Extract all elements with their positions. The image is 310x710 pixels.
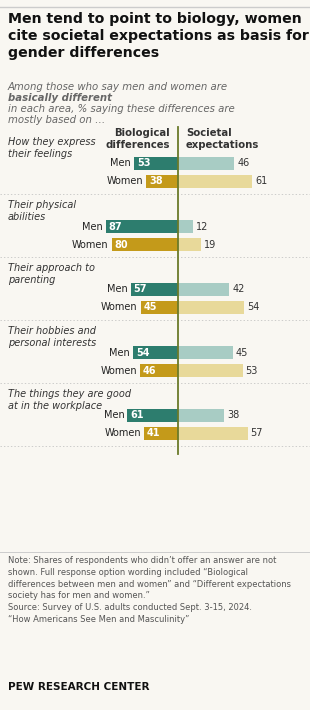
Text: Biological
differences: Biological differences [105,128,170,150]
Text: Men tend to point to biology, women
cite societal expectations as basis for
gend: Men tend to point to biology, women cite… [8,12,309,60]
Text: Men: Men [104,410,124,420]
Bar [134,157,178,170]
Text: 45: 45 [236,347,248,358]
Bar [178,364,243,377]
Text: mostly based on …: mostly based on … [8,115,105,125]
Bar [144,427,178,440]
Text: 87: 87 [109,222,122,231]
Text: Their hobbies and
personal interests: Their hobbies and personal interests [8,326,96,348]
Bar [141,301,178,314]
Text: 45: 45 [144,302,157,312]
Bar [178,157,234,170]
Text: Men: Men [82,222,103,231]
Text: 54: 54 [247,302,259,312]
Text: Women: Women [107,177,144,187]
Text: in each area, % saying these differences are: in each area, % saying these differences… [8,104,235,114]
Text: Men: Men [109,347,130,358]
Text: 57: 57 [134,285,147,295]
Text: PEW RESEARCH CENTER: PEW RESEARCH CENTER [8,682,149,692]
Text: 12: 12 [196,222,208,231]
Text: Their approach to
parenting: Their approach to parenting [8,263,95,285]
Bar [178,238,201,251]
Bar [178,427,248,440]
Text: Women: Women [72,239,108,249]
Bar [106,220,178,233]
Text: 57: 57 [250,429,263,439]
Text: 80: 80 [115,239,128,249]
Text: 54: 54 [136,347,150,358]
Text: basically different: basically different [8,93,112,103]
Bar [127,409,178,422]
Text: 38: 38 [227,410,240,420]
Text: Women: Women [104,429,141,439]
Bar [131,283,178,296]
Text: Women: Women [100,366,137,376]
Text: 19: 19 [204,239,216,249]
Text: 38: 38 [149,177,163,187]
Text: 53: 53 [137,158,151,168]
Text: Societal
expectations: Societal expectations [186,128,259,150]
Bar [178,346,233,359]
Text: Note: Shares of respondents who didn’t offer an answer are not
shown. Full respo: Note: Shares of respondents who didn’t o… [8,556,291,624]
Bar [178,220,193,233]
Bar [133,346,178,359]
Text: 61: 61 [131,410,144,420]
Bar [140,364,178,377]
Text: 42: 42 [232,285,245,295]
Text: How they express
their feelings: How they express their feelings [8,137,95,158]
Text: 53: 53 [246,366,258,376]
Bar [178,301,244,314]
Bar [146,175,178,188]
Bar [112,238,178,251]
Text: Their physical
abilities: Their physical abilities [8,200,76,222]
Bar [178,283,229,296]
Text: 61: 61 [255,177,268,187]
Bar [178,175,252,188]
Text: Men: Men [110,158,131,168]
Text: The things they are good
at in the workplace: The things they are good at in the workp… [8,389,131,410]
Text: 46: 46 [237,158,249,168]
Text: 46: 46 [143,366,156,376]
Text: 41: 41 [147,429,161,439]
Text: Women: Women [101,302,138,312]
Text: Among those who say men and women are: Among those who say men and women are [8,82,231,92]
Bar [178,409,224,422]
Text: Men: Men [107,285,128,295]
